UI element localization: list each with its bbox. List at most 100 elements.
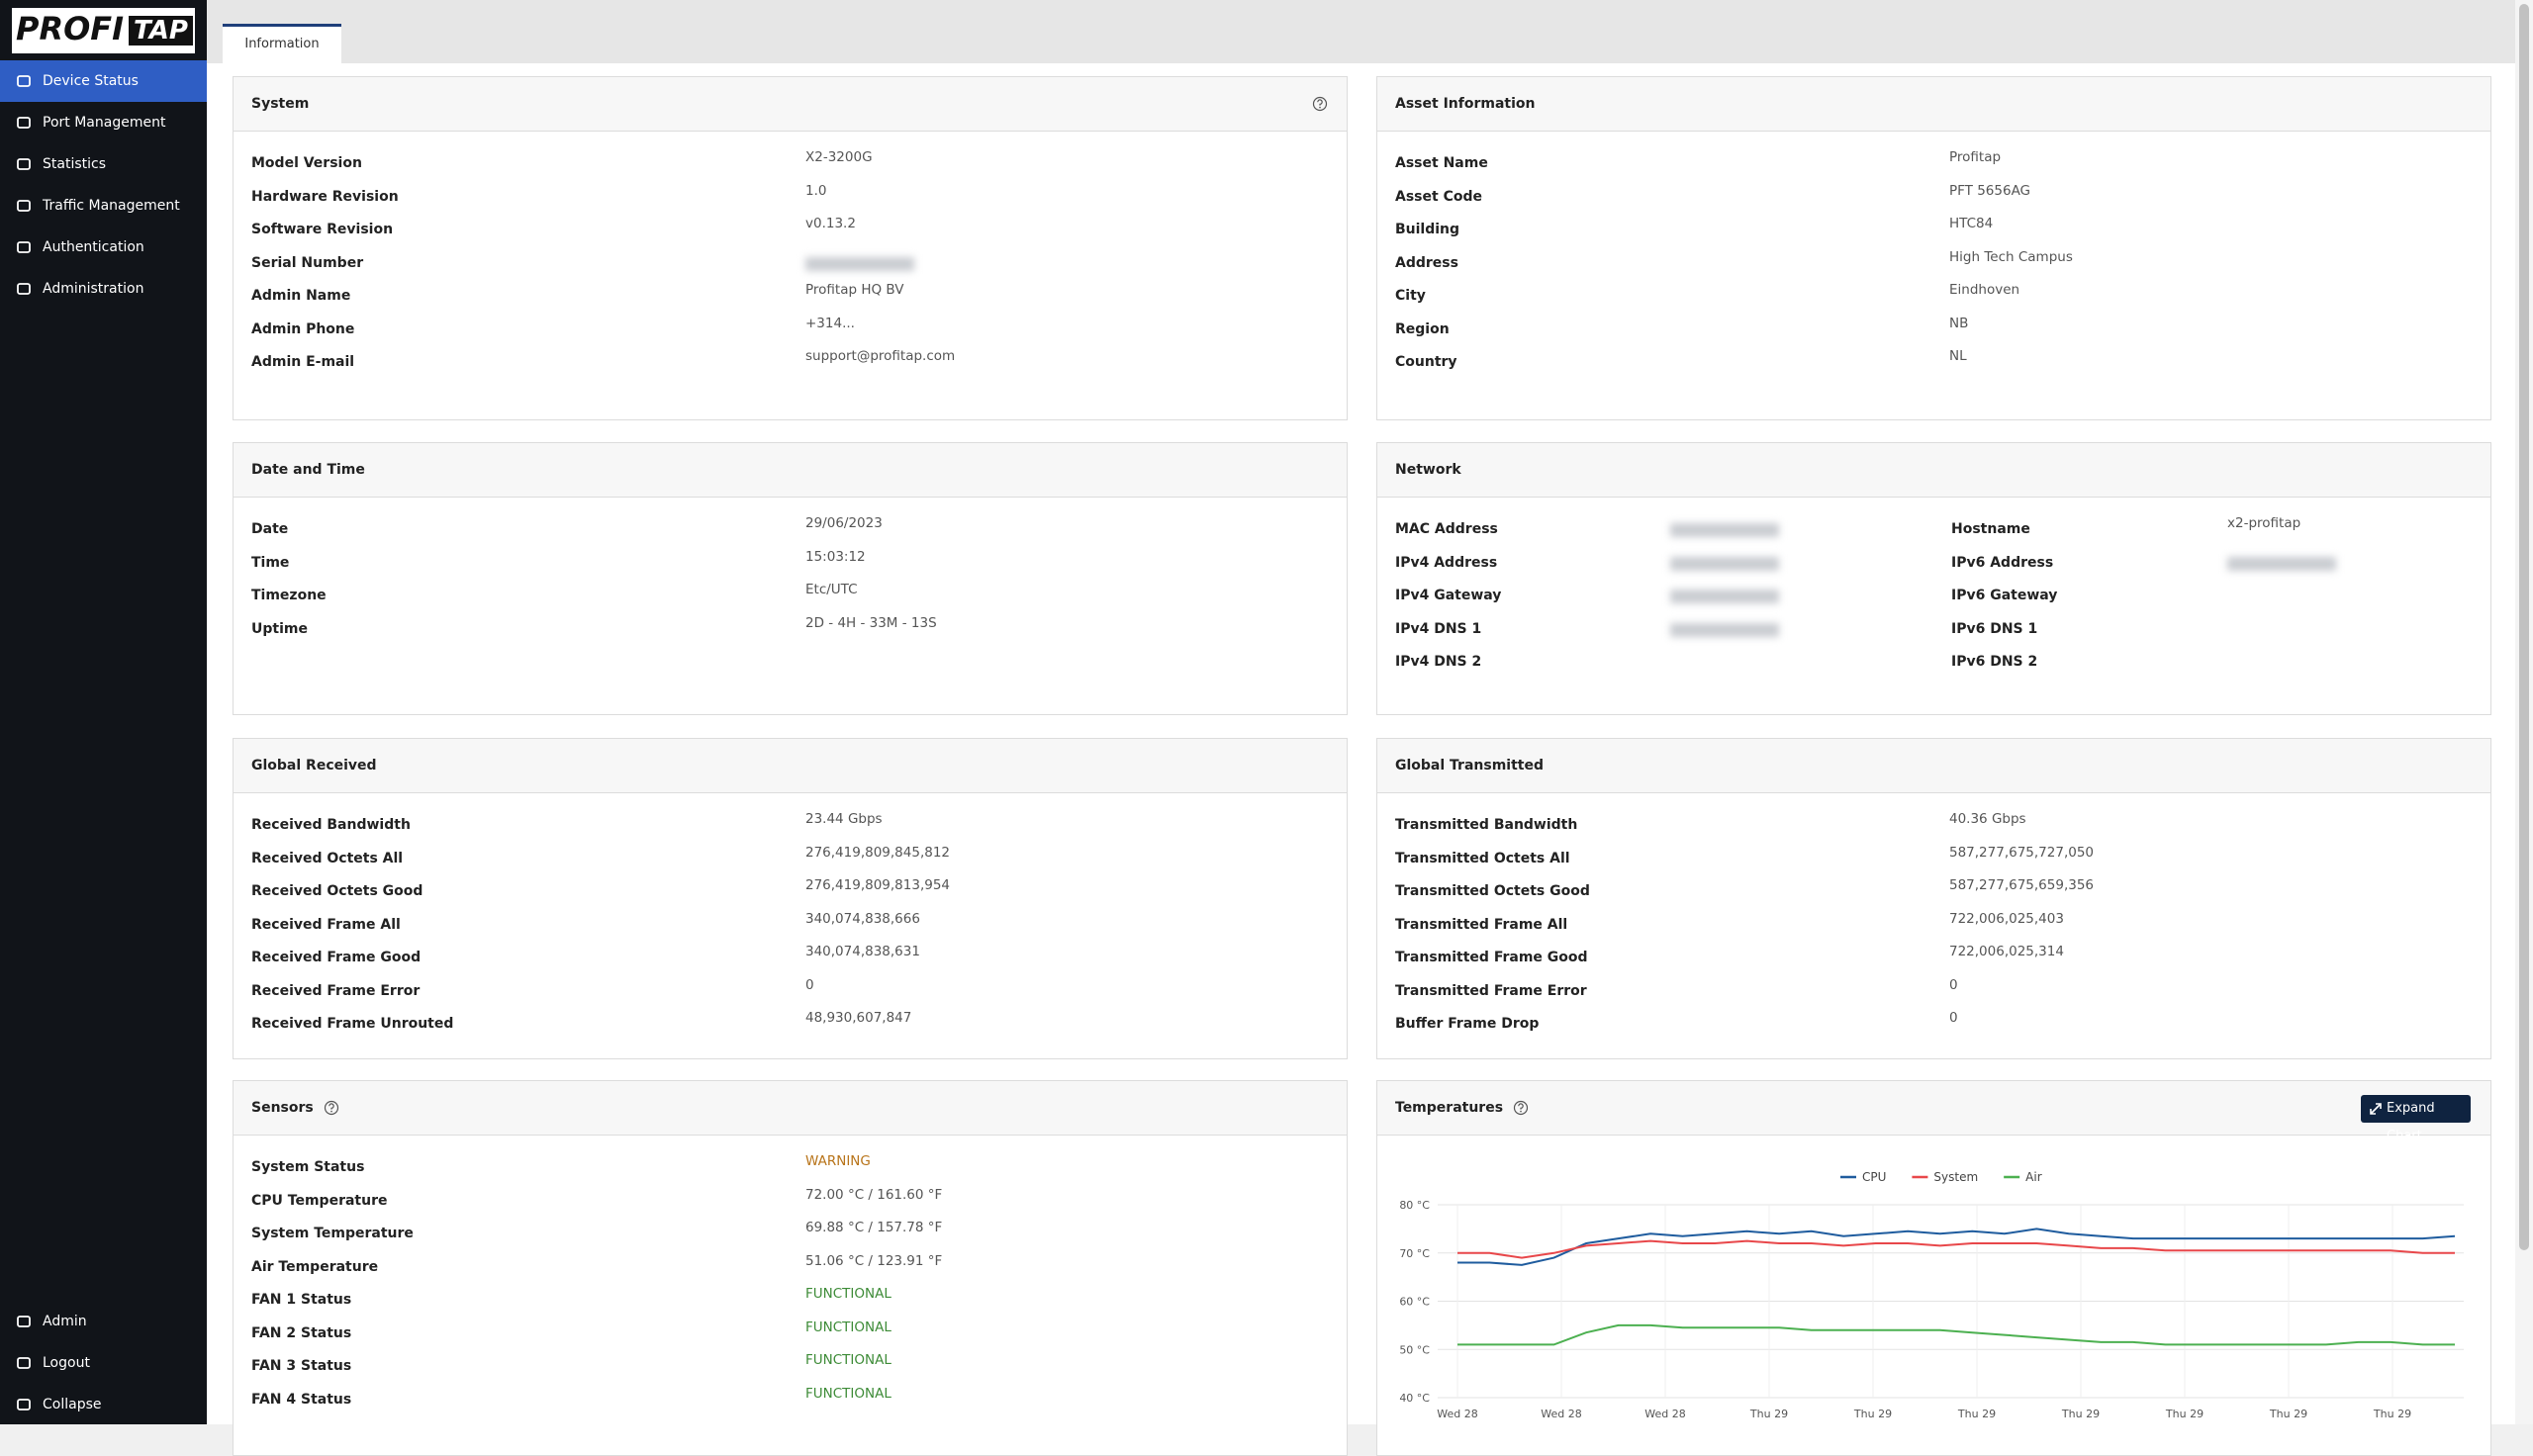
help-icon[interactable] — [1312, 96, 1328, 112]
menu-item[interactable]: Admin — [0, 1301, 207, 1342]
icon — [16, 1314, 32, 1329]
menu-item[interactable]: Device Status — [0, 60, 207, 102]
panel-title: Asset Information — [1395, 77, 1535, 131]
logo-text: PROFI — [16, 10, 124, 47]
panel: Global TransmittedTransmitted Bandwidth4… — [1376, 738, 2491, 1059]
help-dot — [1520, 1111, 1522, 1113]
panel-title: Date and Time — [251, 443, 365, 497]
field-label: Transmitted Frame Good — [1395, 950, 1588, 965]
expand-icon — [2370, 1103, 2382, 1115]
panel-title: Network — [1395, 443, 1461, 497]
panel-title: Temperatures — [1395, 1081, 1503, 1135]
field-label: Air Temperature — [251, 1259, 378, 1275]
tab[interactable]: Information — [223, 24, 341, 63]
field-label: Transmitted Octets All — [1395, 851, 1570, 866]
panel-title: Global Received — [251, 739, 377, 792]
help-dot — [330, 1111, 332, 1113]
field-value: 722,006,025,403 — [1949, 911, 2064, 927]
menu-label: Admin — [43, 1301, 87, 1342]
icon — [16, 239, 32, 255]
field-label: Received Frame Error — [251, 983, 420, 999]
blurred-value — [1670, 590, 1779, 603]
x-tick-label: Thu 29 — [2061, 1408, 2100, 1420]
field-value: 0 — [1949, 1010, 1958, 1026]
logo: PROFI TAP — [12, 8, 195, 53]
series-line — [1457, 1228, 2455, 1265]
tab-bar — [207, 0, 2515, 63]
logo-text: TAP — [129, 16, 193, 46]
panel-header: System — [234, 77, 1347, 132]
field-label: IPv4 DNS 2 — [1395, 654, 1481, 670]
menu-item[interactable]: Administration — [0, 268, 207, 310]
x-tick-label: Thu 29 — [1853, 1408, 1892, 1420]
field-label: FAN 3 Status — [251, 1358, 351, 1374]
field-label: IPv4 Address — [1395, 555, 1497, 571]
panel: SystemModel VersionX2-3200GHardware Revi… — [233, 76, 1348, 420]
field-value: 340,074,838,666 — [805, 911, 920, 927]
field-label: IPv6 Gateway — [1951, 588, 2057, 603]
field-label: FAN 2 Status — [251, 1325, 351, 1341]
x-tick-label: Wed 28 — [1541, 1408, 1581, 1420]
icon-shape — [18, 1317, 30, 1326]
panel: Date and TimeDate29/06/2023Time15:03:12T… — [233, 442, 1348, 715]
field-value: +314... — [805, 316, 855, 331]
field-label: Received Frame Good — [251, 950, 421, 965]
field-label: Time — [251, 555, 289, 571]
menu-label: Port Management — [43, 102, 165, 143]
field-label: Hardware Revision — [251, 189, 399, 205]
menu-label: Traffic Management — [43, 185, 180, 227]
y-tick-label: 70 °C — [1399, 1247, 1430, 1260]
menu-item[interactable]: Port Management — [0, 102, 207, 143]
field-value: X2-3200G — [805, 149, 873, 165]
field-value: PFT 5656AG — [1949, 183, 2030, 199]
field-label: Received Frame Unrouted — [251, 1016, 453, 1032]
icon-shape — [18, 118, 30, 128]
icon-shape — [18, 201, 30, 211]
x-tick-label: Thu 29 — [2373, 1408, 2411, 1420]
menu-item[interactable]: Authentication — [0, 227, 207, 268]
field-value: FUNCTIONAL — [805, 1386, 891, 1402]
field-value: HTC84 — [1949, 216, 1993, 231]
menu-item[interactable]: Traffic Management — [0, 185, 207, 227]
field-label: IPv6 DNS 1 — [1951, 621, 2037, 637]
icon — [16, 73, 32, 89]
expand-shape — [2371, 1104, 2381, 1114]
help-icon[interactable] — [1513, 1100, 1529, 1116]
field-value: FUNCTIONAL — [805, 1352, 891, 1368]
menu-item[interactable]: Logout — [0, 1342, 207, 1384]
icon — [16, 1397, 32, 1412]
field-value: 722,006,025,314 — [1949, 944, 2064, 959]
icon-shape — [18, 1400, 30, 1410]
help-mark — [1318, 100, 1322, 106]
field-value: Profitap HQ BV — [805, 282, 904, 298]
panel-title: Sensors — [251, 1081, 314, 1135]
menu-item[interactable]: Collapse — [0, 1384, 207, 1425]
field-value: FUNCTIONAL — [805, 1320, 891, 1335]
help-icon[interactable] — [324, 1100, 339, 1116]
menu-item[interactable]: Statistics — [0, 143, 207, 185]
field-label: System Temperature — [251, 1226, 414, 1241]
scrollbar-thumb[interactable] — [2519, 4, 2529, 1250]
field-value: 29/06/2023 — [805, 515, 883, 531]
field-label: Transmitted Bandwidth — [1395, 817, 1577, 833]
field-label: MAC Address — [1395, 521, 1498, 537]
field-label: System Status — [251, 1159, 364, 1175]
help-mark — [1519, 1104, 1523, 1110]
field-label: Received Bandwidth — [251, 817, 411, 833]
panel: Global ReceivedReceived Bandwidth23.44 G… — [233, 738, 1348, 1059]
field-label: Admin Phone — [251, 321, 354, 337]
field-label: Transmitted Frame Error — [1395, 983, 1587, 999]
x-tick-label: Wed 28 — [1644, 1408, 1685, 1420]
series-line — [1457, 1325, 2455, 1345]
field-value: NL — [1949, 348, 1967, 364]
expand-chart-button[interactable]: Expand Chart — [2361, 1095, 2471, 1123]
x-tick-label: Thu 29 — [2269, 1408, 2307, 1420]
field-label: Asset Code — [1395, 189, 1482, 205]
field-value: 48,930,607,847 — [805, 1010, 911, 1026]
field-value: 40.36 Gbps — [1949, 811, 2026, 827]
field-label: IPv6 Address — [1951, 555, 2053, 571]
menu-label: Administration — [43, 268, 143, 310]
legend-label: Air — [2025, 1170, 2042, 1184]
panel: Asset InformationAsset NameProfitapAsset… — [1376, 76, 2491, 420]
icon-shape — [18, 76, 30, 86]
